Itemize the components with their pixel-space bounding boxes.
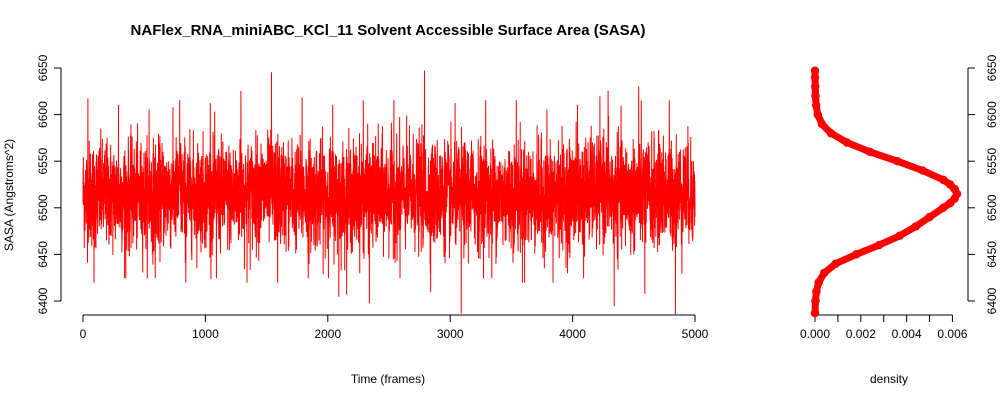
y-tick-label: 6550 [36,148,50,175]
y-tick-label: 6400 [36,287,50,314]
sasa-line [82,70,696,315]
density-x-axis: 0.000 0.002 0.004 0.006 [800,314,968,341]
density-point [819,268,829,278]
y-tick-label: 6650 [36,54,50,81]
x-tick-label: 5000 [682,327,709,341]
density-point [811,91,820,101]
density-point [950,184,959,194]
density-x-tick-label: 0.006 [937,327,967,341]
density-curve [810,66,962,318]
density-y-tick-label: 6400 [985,287,999,314]
density-point [842,138,852,147]
density-point [811,101,821,110]
density-point [911,222,921,231]
density-y-tick-label: 6500 [985,194,999,221]
x-tick-label: 1000 [192,327,219,341]
density-point [939,203,948,213]
main-x-axis: 0 1000 2000 3000 4000 5000 [80,314,709,341]
density-point [874,240,884,250]
sasa-series [82,70,696,315]
density-x-tick-label: 0.000 [800,327,830,341]
density-point [817,119,827,129]
y-tick-label: 6600 [36,101,50,128]
x-tick-label: 3000 [437,327,464,341]
density-point [831,259,840,268]
density-x-label: density [870,372,908,386]
y-tick-label: 6450 [36,241,50,268]
density-point [939,175,948,185]
x-axis-label: Time (frames) [351,372,425,386]
density-point [952,189,962,199]
density-point [895,231,904,241]
x-tick-label: 4000 [559,327,586,341]
density-line [811,67,961,317]
main-y-axis: 6400 6450 6500 6550 6600 6650 [36,54,62,314]
density-y-tick-label: 6450 [985,241,999,268]
density-point [918,166,927,175]
density-y-tick-label: 6550 [985,148,999,175]
density-y-tick-label: 6600 [985,101,999,128]
density-point [813,110,822,119]
density-point [826,128,836,138]
y-tick-label: 6500 [36,194,50,221]
density-point [814,278,823,287]
density-point [945,198,955,208]
density-point [810,66,820,76]
density-point [945,180,955,189]
density-y-tick-label: 6650 [985,54,999,81]
density-y-axis: 6400 6450 6500 6550 6600 6650 [967,54,999,314]
density-point [893,156,902,166]
y-axis-label: SASA (Angstroms^2) [2,139,16,251]
density-point [950,194,959,203]
density-x-tick-label: 0.002 [846,327,876,341]
density-point [925,212,934,222]
density-x-tick-label: 0.004 [892,327,922,341]
density-point [810,308,820,318]
density-point [865,147,875,157]
x-tick-label: 2000 [314,327,341,341]
density-point [810,82,820,91]
density-point [812,287,821,296]
density-point [851,250,861,259]
density-point [811,296,820,306]
x-tick-label: 0 [80,327,87,341]
chart-title: NAFlex_RNA_miniABC_KCl_11 Solvent Access… [131,22,646,39]
